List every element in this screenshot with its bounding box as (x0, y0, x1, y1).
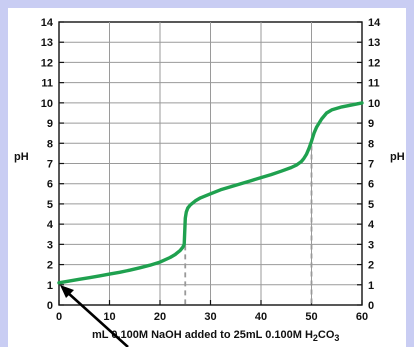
x-tick-label: 10 (103, 311, 115, 323)
x-tick-label: 60 (356, 311, 368, 323)
y-tick-label-right: 8 (368, 138, 374, 150)
x-tick-label: 40 (255, 311, 267, 323)
axis-ticks (58, 21, 363, 306)
x-tick-label: 20 (154, 311, 166, 323)
y-tick-label-right: 1 (368, 280, 374, 292)
y-tick-label-right: 10 (368, 98, 380, 110)
y-tick-label-left: 0 (47, 300, 53, 312)
y-tick-label-right: 13 (368, 37, 380, 49)
x-axis-label-sub2: 3 (334, 333, 339, 343)
y-tick-label-left: 8 (47, 138, 53, 150)
y-tick-label-left: 5 (47, 199, 53, 211)
y-tick-label-right: 12 (368, 57, 380, 69)
arrow-shaft (66, 291, 129, 347)
arrow-annotation (60, 285, 129, 347)
x-axis-label-sub1: 2 (313, 333, 318, 343)
y-tick-label-left: 6 (47, 179, 53, 191)
y-tick-label-left: 14 (41, 17, 54, 29)
y-tick-label-left: 13 (41, 37, 53, 49)
y-tick-label-left: 1 (47, 280, 53, 292)
y-tick-label-right: 14 (368, 17, 381, 29)
y-tick-label-right: 9 (368, 118, 374, 130)
y-tick-label-left: 4 (47, 219, 54, 231)
equivalence-lines (184, 145, 313, 305)
y-tick-label-left: 10 (41, 98, 53, 110)
x-tick-label: 0 (56, 311, 62, 323)
y-tick-label-right: 4 (368, 219, 375, 231)
titration-curve (57, 101, 364, 285)
y-tick-label-left: 3 (47, 239, 53, 251)
y-tick-label-right: 6 (368, 179, 374, 191)
y-tick-label-right: 5 (368, 199, 374, 211)
y-tick-label-left: 2 (47, 260, 53, 272)
y-tick-label-left: 7 (47, 159, 53, 171)
arrow-head (60, 285, 74, 298)
x-axis-label-mid: CO (318, 329, 335, 341)
x-tick-label: 50 (305, 311, 317, 323)
x-axis-label-prefix: mL 0.100M NaOH added to 25mL 0.100M H (92, 329, 313, 341)
y-tick-label-right: 7 (368, 159, 374, 171)
y-axis-label-left: pH (14, 151, 29, 163)
y-tick-label-right: 0 (368, 300, 374, 312)
y-tick-label-right: 3 (368, 239, 374, 251)
y-tick-label-right: 2 (368, 260, 374, 272)
y-tick-label-left: 12 (41, 57, 53, 69)
y-tick-label-left: 11 (41, 78, 53, 90)
x-tick-label: 30 (204, 311, 216, 323)
y-tick-label-right: 11 (368, 78, 380, 90)
x-axis-label: mL 0.100M NaOH added to 25mL 0.100M H2CO… (92, 329, 339, 343)
y-tick-label-left: 9 (47, 118, 53, 130)
y-axis-label-right: pH (390, 151, 405, 163)
